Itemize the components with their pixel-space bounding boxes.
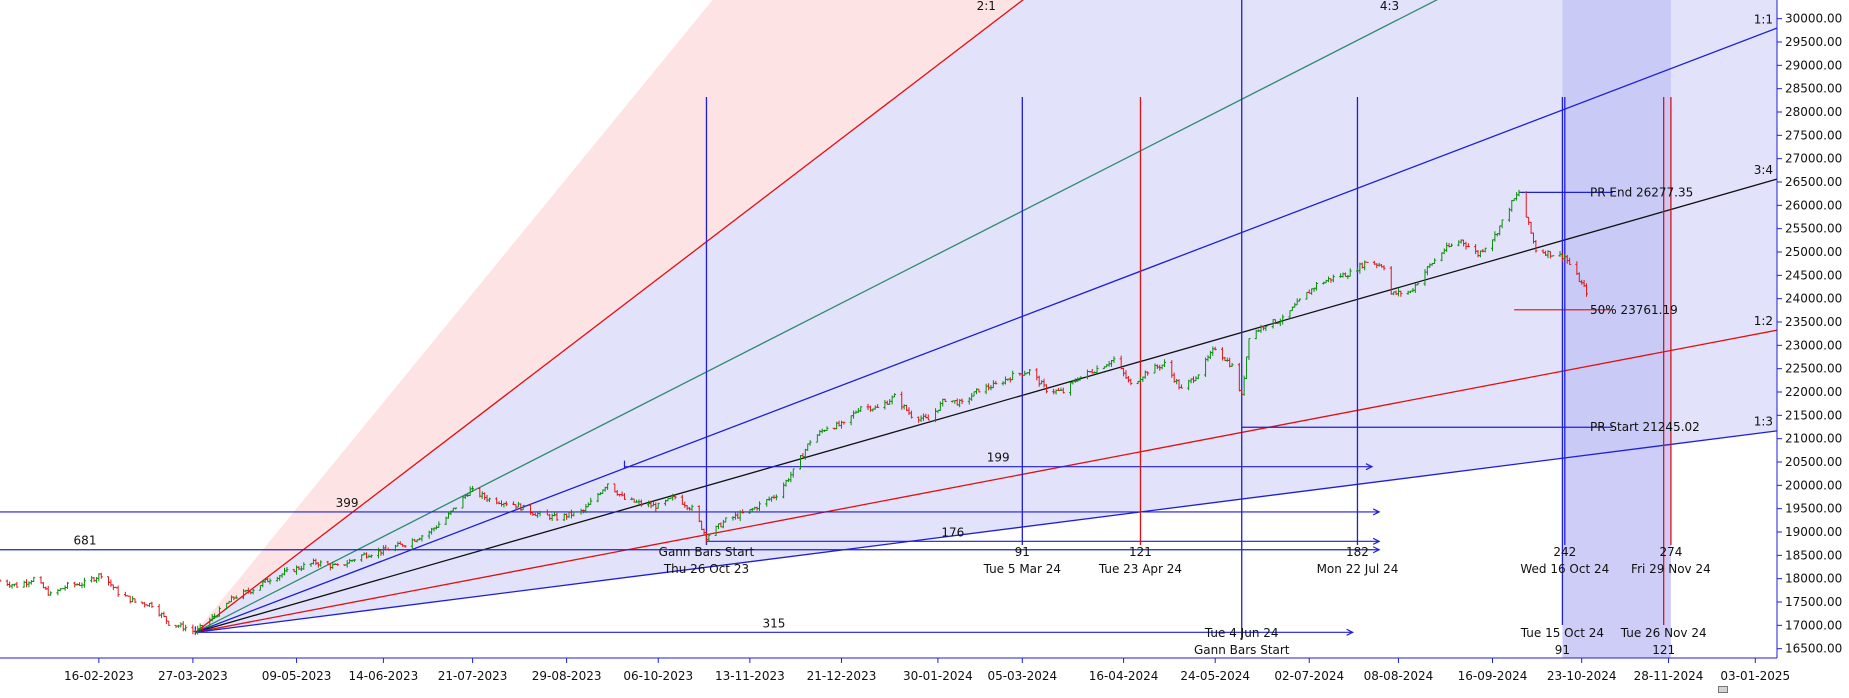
count-arrow-head (1365, 463, 1374, 471)
gann-fan-ratio-label: 3:4 (1754, 163, 1773, 177)
count-arrow-label: 315 (763, 616, 786, 630)
y-axis-tick-label: 19500.00 (1785, 502, 1842, 516)
y-axis-tick-label: 21000.00 (1785, 432, 1842, 446)
y-axis-tick-label: 22500.00 (1785, 362, 1842, 376)
x-axis-tick-label: 23-10-2024 (1547, 669, 1617, 683)
count-arrow-label: 199 (987, 451, 1010, 465)
time-cycle-date: Tue 23 Apr 24 (1098, 562, 1182, 576)
time-cycle-name: Gann Bars Start (659, 545, 755, 559)
gann-fan-ratio-label: 4:3 (1380, 0, 1399, 13)
x-axis-tick-label: 16-04-2024 (1089, 669, 1159, 683)
y-axis-tick-label: 28000.00 (1785, 105, 1842, 119)
y-axis-tick-label: 25000.00 (1785, 245, 1842, 259)
x-axis-tick-label: 16-09-2024 (1458, 669, 1528, 683)
y-axis-tick-label: 23500.00 (1785, 315, 1842, 329)
y-axis-tick-label: 18500.00 (1785, 548, 1842, 562)
y-axis-tick-label: 21500.00 (1785, 408, 1842, 422)
y-axis-tick-label: 18000.00 (1785, 572, 1842, 586)
time-cycle-date: Mon 22 Jul 24 (1317, 562, 1399, 576)
price-retracement-label: PR Start 21245.02 (1590, 420, 1700, 434)
y-axis-tick-label: 24500.00 (1785, 268, 1842, 282)
x-axis-tick-label: 27-03-2023 (158, 669, 228, 683)
y-axis-tick-label: 27000.00 (1785, 152, 1842, 166)
count-arrow-head (1372, 537, 1381, 545)
y-axis-tick-label: 17000.00 (1785, 618, 1842, 632)
gann-fan-line[interactable] (195, 323, 1817, 633)
count-arrow-head (1372, 508, 1381, 516)
y-axis-tick-label: 22000.00 (1785, 385, 1842, 399)
y-axis-tick-label: 19000.00 (1785, 525, 1842, 539)
gann-fan-ratio-label: 1:3 (1754, 414, 1773, 428)
x-axis-tick-label: 02-07-2024 (1274, 669, 1344, 683)
y-axis-tick-label: 25500.00 (1785, 222, 1842, 236)
y-axis-tick-label: 29500.00 (1785, 35, 1842, 49)
x-axis-tick-label: 16-02-2023 (64, 669, 134, 683)
time-cycle-date: Tue 26 Nov 24 (1620, 626, 1707, 640)
gann-fan-ratio-label: 1:2 (1754, 314, 1773, 328)
y-axis-tick-label: 24000.00 (1785, 292, 1842, 306)
time-cycle-count: 274 (1659, 545, 1682, 559)
price-retracement-label: PR End 26277.35 (1590, 185, 1693, 199)
y-axis-tick-label: 29000.00 (1785, 58, 1842, 72)
y-axis-tick-label: 26500.00 (1785, 175, 1842, 189)
y-axis-tick-label: 28500.00 (1785, 82, 1842, 96)
y-axis-tick-label: 20000.00 (1785, 478, 1842, 492)
y-axis-tick-label: 23000.00 (1785, 338, 1842, 352)
x-axis-tick-label: 06-10-2023 (623, 669, 693, 683)
gann-fan-line[interactable] (195, 13, 1817, 633)
y-axis-tick-label: 26000.00 (1785, 198, 1842, 212)
gann-fan-line[interactable] (194, 0, 1817, 633)
time-cycle-date: Thu 26 Oct 23 (663, 562, 749, 576)
time-cycle-date: Tue 15 Oct 24 (1520, 626, 1604, 640)
x-axis-tick-label: 29-08-2023 (532, 669, 602, 683)
time-cycle-date: Wed 16 Oct 24 (1520, 562, 1609, 576)
x-axis-tick-label: 24-05-2024 (1180, 669, 1250, 683)
gann-fan-line[interactable] (195, 168, 1817, 633)
y-axis-tick-label: 30000.00 (1785, 12, 1842, 26)
count-arrow-label: 681 (74, 534, 97, 548)
count-arrow-head (1346, 628, 1354, 636)
time-cycle-count: 91 (1015, 545, 1030, 559)
time-zone-highlight (1562, 0, 1671, 658)
y-axis-tick-label: 17500.00 (1785, 595, 1842, 609)
gann-fan-line[interactable] (195, 426, 1817, 633)
count-arrow-label: 176 (941, 525, 964, 539)
time-cycle-date: Fri 29 Nov 24 (1631, 562, 1711, 576)
horizontal-scroll-thumb[interactable] (1718, 686, 1728, 693)
x-axis-tick-label: 28-11-2024 (1634, 669, 1704, 683)
fan-fill-blue (195, 0, 1777, 633)
x-axis-tick-label: 05-03-2024 (987, 669, 1057, 683)
x-axis-tick-label: 09-05-2023 (262, 669, 332, 683)
y-axis-tick-label: 16500.00 (1785, 642, 1842, 656)
count-arrow-label: 399 (336, 496, 359, 510)
x-axis-tick-label: 21-12-2023 (807, 669, 877, 683)
time-cycle-count: 242 (1553, 545, 1576, 559)
price-retracement-label: 50% 23761.19 (1590, 303, 1678, 317)
count-arrow-head (1372, 546, 1381, 554)
x-axis-tick-label: 08-08-2024 (1364, 669, 1434, 683)
time-cycle-count: 91 (1555, 643, 1570, 657)
x-axis-tick-label: 03-01-2025 (1720, 669, 1790, 683)
time-cycle-count: 121 (1652, 643, 1675, 657)
gann-fan-ratio-label: 1:1 (1754, 13, 1773, 27)
y-axis-tick-label: 27500.00 (1785, 128, 1842, 142)
x-axis-tick-label: 30-01-2024 (903, 669, 973, 683)
y-axis-tick-label: 20500.00 (1785, 455, 1842, 469)
time-cycle-date: Tue 5 Mar 24 (983, 562, 1061, 576)
time-cycle-date: Tue 4 Jun 24 (1204, 626, 1279, 640)
time-cycle-count: 182 (1346, 545, 1369, 559)
time-cycle-count: 121 (1129, 545, 1152, 559)
x-axis-tick-label: 21-07-2023 (438, 669, 508, 683)
x-axis-tick-label: 13-11-2023 (715, 669, 785, 683)
time-cycle-name: Gann Bars Start (1194, 643, 1290, 657)
gann-fan-ratio-label: 2:1 (977, 0, 996, 13)
x-axis-tick-label: 14-06-2023 (348, 669, 418, 683)
